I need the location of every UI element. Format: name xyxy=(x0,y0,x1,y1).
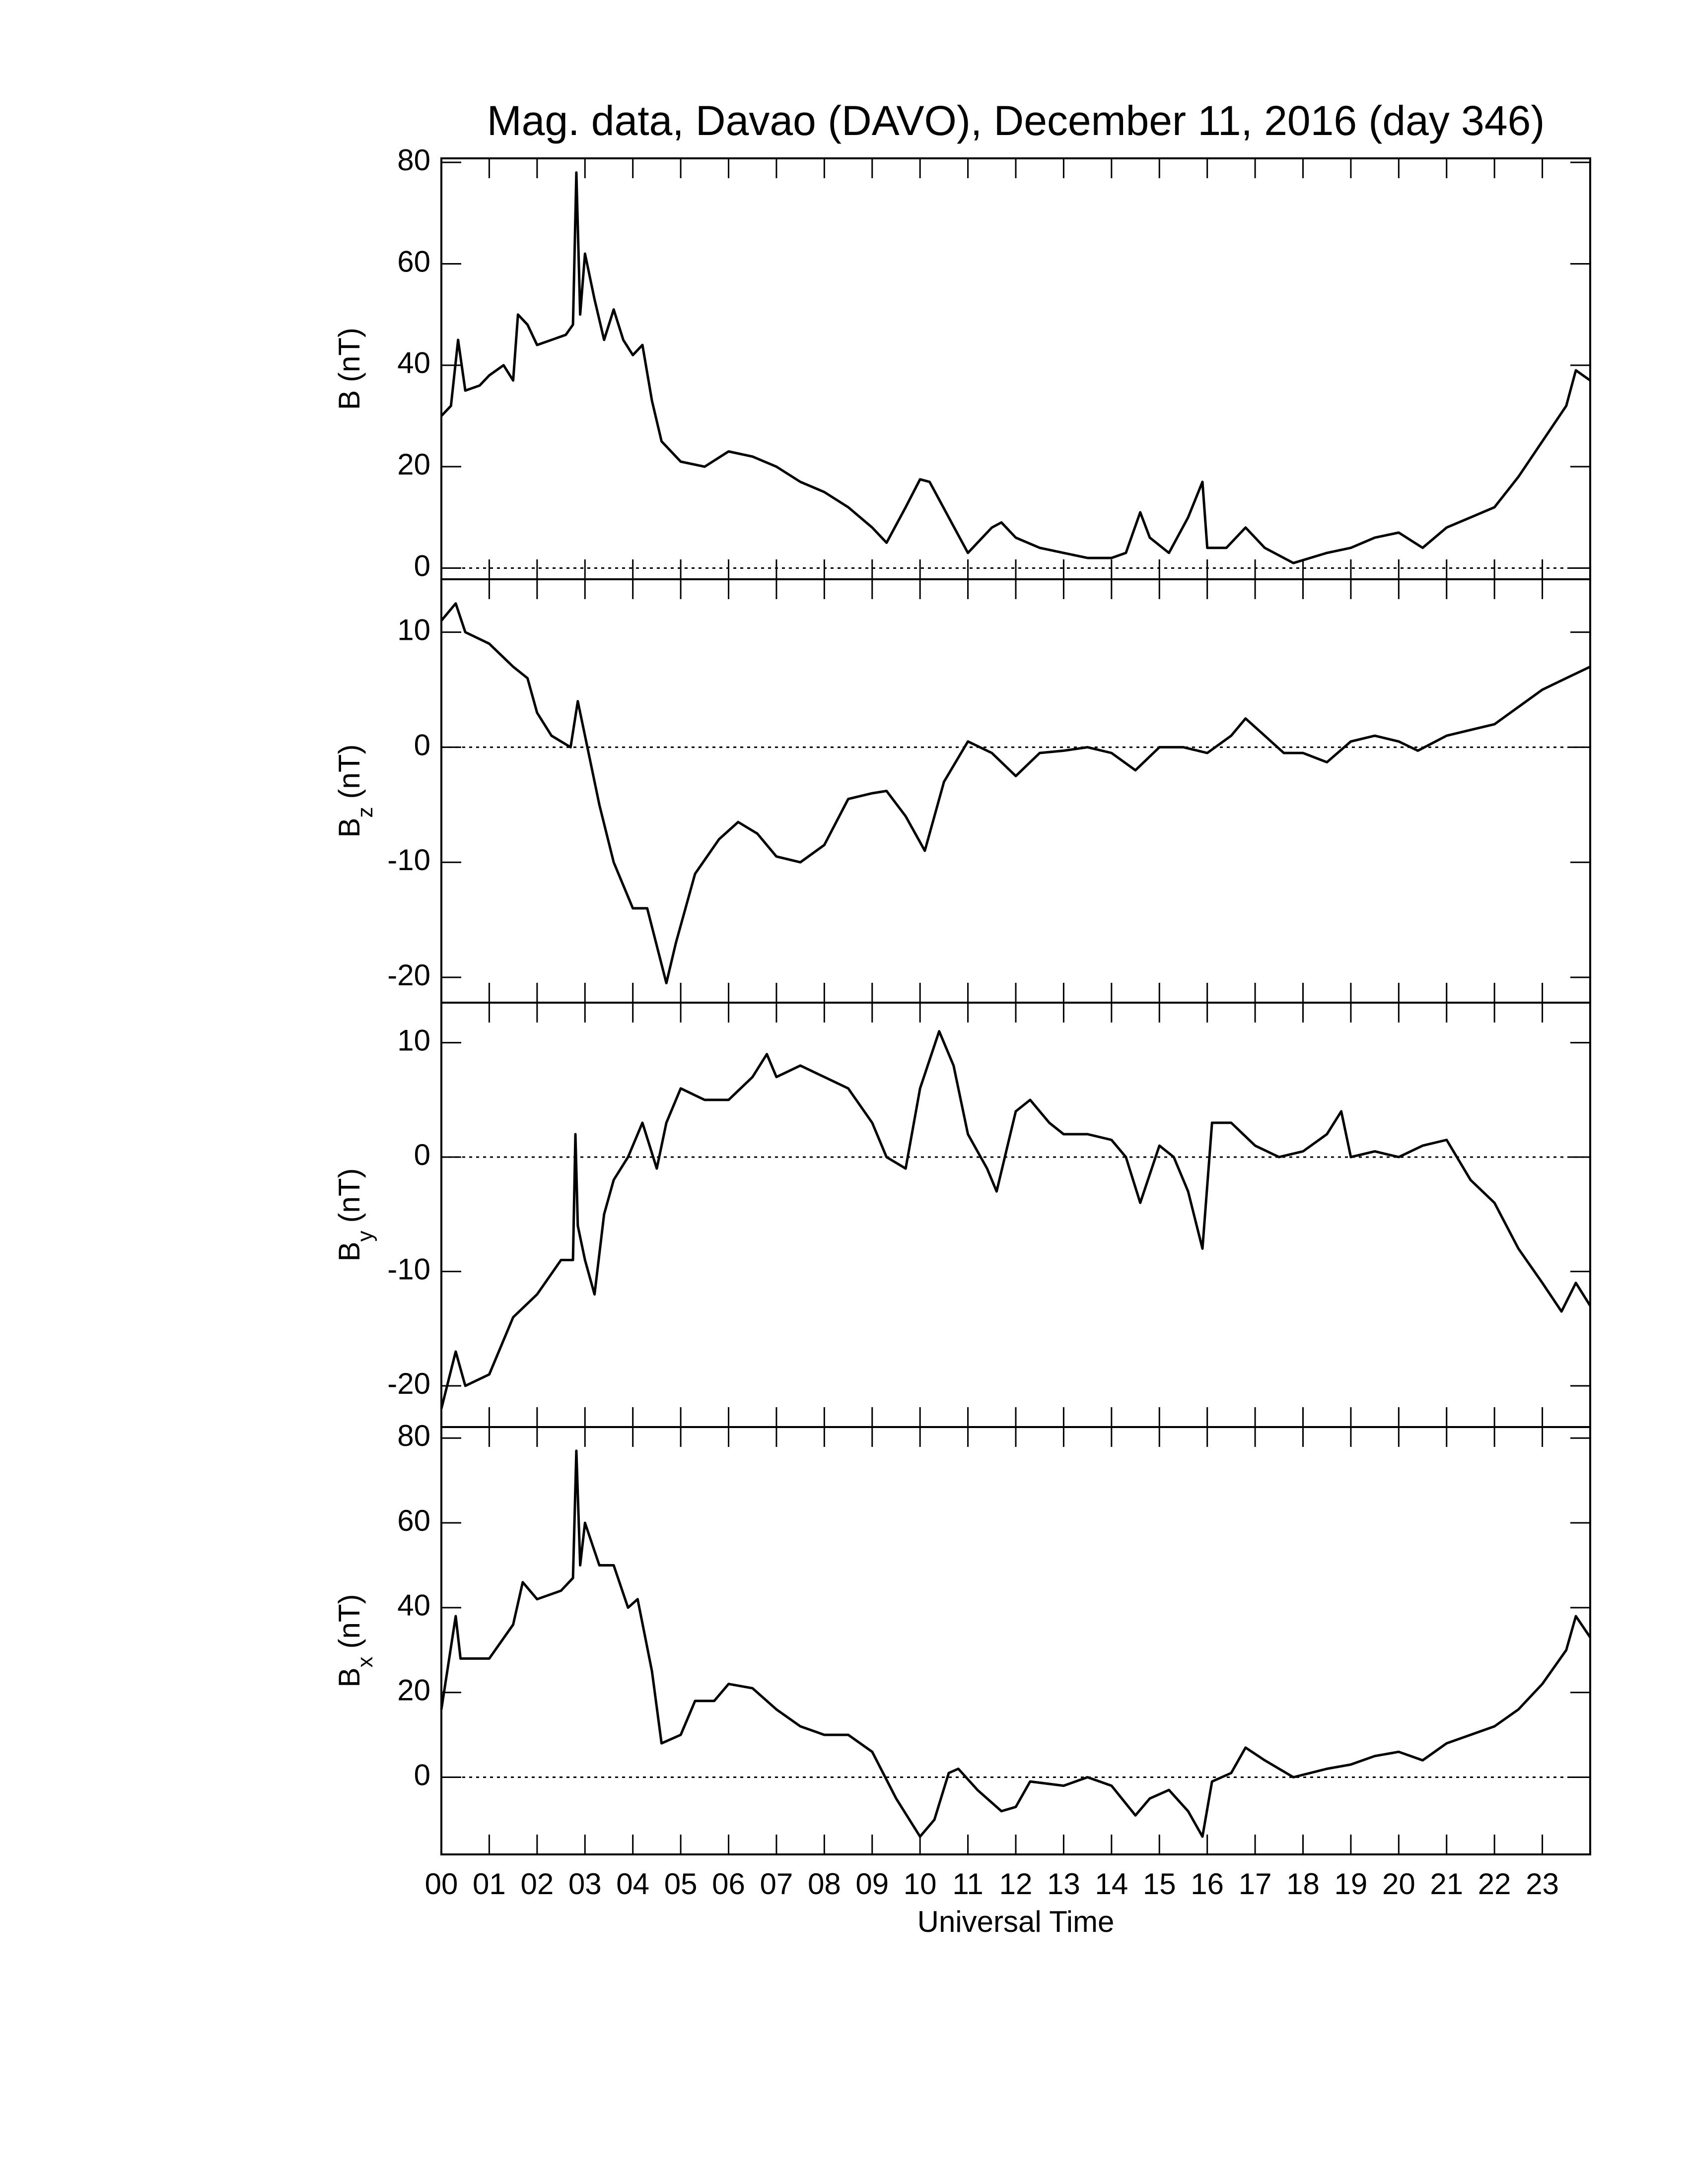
y-axis-label-unit: (nT) xyxy=(333,1594,366,1648)
y-tick-label: 40 xyxy=(397,1589,430,1622)
y-axis-label: By (nT) xyxy=(333,1168,377,1261)
x-tick-label: 01 xyxy=(473,1867,506,1901)
x-tick-label: 09 xyxy=(855,1867,889,1901)
x-tick-label: 08 xyxy=(808,1867,841,1901)
y-tick-label: 80 xyxy=(397,143,430,177)
x-tick-label: 15 xyxy=(1143,1867,1176,1901)
x-tick-label: 22 xyxy=(1478,1867,1511,1901)
x-tick-label: 05 xyxy=(664,1867,698,1901)
y-axis-label-sub: z xyxy=(353,807,377,818)
y-tick-label: 10 xyxy=(397,1024,430,1057)
plot-frame xyxy=(440,157,1591,580)
y-axis-label: Bz (nT) xyxy=(333,744,377,837)
x-tick-label: 06 xyxy=(712,1867,745,1901)
x-tick-label: 17 xyxy=(1239,1867,1272,1901)
x-tick-label: 10 xyxy=(904,1867,937,1901)
y-axis-label: B (nT) xyxy=(333,328,366,410)
y-tick-label: 0 xyxy=(414,728,430,761)
y-tick-label: 20 xyxy=(397,448,430,481)
y-axis-label-unit: (nT) xyxy=(333,1168,366,1223)
x-tick-label: 23 xyxy=(1526,1867,1559,1901)
x-tick-label: 11 xyxy=(952,1867,983,1901)
data-line xyxy=(440,602,1591,985)
x-tick-label: 20 xyxy=(1382,1867,1415,1901)
y-axis-label-main: B xyxy=(333,1241,366,1261)
y-tick-label: 60 xyxy=(397,245,430,278)
y-axis-label-sub: x xyxy=(353,1656,377,1667)
y-tick-label: 60 xyxy=(397,1504,430,1537)
y-tick-label: -20 xyxy=(387,1367,430,1400)
x-tick-label: 07 xyxy=(760,1867,793,1901)
x-tick-label: 12 xyxy=(999,1867,1033,1901)
x-tick-label: 21 xyxy=(1430,1867,1463,1901)
y-tick-label: 0 xyxy=(414,1758,430,1791)
y-axis-label-main: B xyxy=(333,1667,366,1687)
y-axis-label-unit: (nT) xyxy=(333,328,366,382)
y-axis-label-unit: (nT) xyxy=(333,744,366,799)
x-tick-label: 19 xyxy=(1335,1867,1368,1901)
x-tick-label: 03 xyxy=(568,1867,602,1901)
x-tick-label: 02 xyxy=(520,1867,554,1901)
y-axis-label-main: B xyxy=(333,818,366,837)
chart-title: Mag. data, Davao (DAVO), December 11, 20… xyxy=(487,97,1545,144)
plot-frame xyxy=(440,578,1591,1004)
y-tick-label: 20 xyxy=(397,1674,430,1707)
data-line xyxy=(440,171,1591,564)
y-axis-label-main: B xyxy=(333,390,366,410)
y-tick-label: 0 xyxy=(414,549,430,582)
y-tick-label: 10 xyxy=(397,613,430,646)
y-axis-label-sub: y xyxy=(353,1230,377,1241)
y-tick-label: 0 xyxy=(414,1138,430,1171)
x-tick-label: 16 xyxy=(1191,1867,1224,1901)
y-tick-label: 80 xyxy=(397,1419,430,1452)
plot-frame xyxy=(440,1002,1591,1428)
x-tick-label: 00 xyxy=(425,1867,458,1901)
x-tick-label: 14 xyxy=(1095,1867,1128,1901)
y-tick-label: -10 xyxy=(387,1252,430,1286)
x-tick-label: 18 xyxy=(1286,1867,1320,1901)
data-line xyxy=(440,1030,1592,1409)
x-axis-label: Universal Time xyxy=(917,1905,1115,1938)
y-axis-label: Bx (nT) xyxy=(333,1594,377,1687)
x-tick-label: 04 xyxy=(616,1867,649,1901)
y-tick-label: -20 xyxy=(387,958,430,992)
plot-frame xyxy=(440,1426,1591,1855)
y-tick-label: 40 xyxy=(397,346,430,380)
x-tick-label: 13 xyxy=(1047,1867,1080,1901)
y-tick-label: -10 xyxy=(387,843,430,877)
data-line xyxy=(440,1449,1592,1838)
